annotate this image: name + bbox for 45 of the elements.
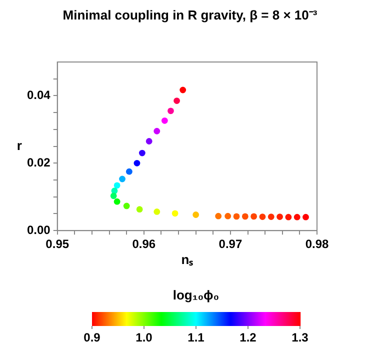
point — [138, 150, 146, 156]
y-tick-label: 0.00 — [26, 222, 51, 237]
point — [126, 168, 132, 175]
y-tick-label: 0.02 — [26, 155, 51, 170]
point — [224, 212, 232, 220]
point — [168, 108, 174, 114]
point — [302, 214, 309, 220]
color-bar-label: 1.3 — [292, 330, 309, 344]
y-axis-title: r — [16, 138, 22, 153]
point — [174, 98, 180, 104]
color-bar-label: 0.9 — [84, 330, 101, 344]
point — [123, 202, 130, 210]
point — [180, 86, 186, 94]
point — [114, 198, 120, 205]
point — [134, 160, 140, 166]
point — [154, 128, 160, 134]
point — [242, 213, 248, 220]
point — [285, 214, 292, 220]
point — [250, 213, 258, 220]
point — [268, 214, 274, 220]
point — [276, 214, 283, 220]
point — [161, 117, 168, 124]
x-axis-title: nₛ — [181, 252, 194, 268]
color-bar-title: log₁₀ϕ₀ — [172, 288, 220, 303]
color-bar-label: 1.1 — [188, 330, 205, 344]
point — [136, 206, 143, 213]
color-bar-label: 1.2 — [240, 330, 257, 344]
y-tick-label: 0.04 — [26, 88, 51, 102]
chart-title: Minimal coupling in R gravity, β = 8 × 10⁻³ — [62, 8, 318, 23]
point — [172, 210, 178, 217]
point — [154, 208, 160, 215]
x-tick-label: 0.98 — [305, 237, 329, 252]
point — [110, 192, 117, 200]
point — [233, 213, 240, 220]
x-tick-label: 0.95 — [46, 237, 70, 252]
point — [294, 214, 300, 220]
point — [192, 212, 200, 218]
x-tick-label: 0.96 — [132, 237, 156, 252]
point — [114, 182, 120, 189]
point — [119, 176, 126, 182]
point — [146, 138, 152, 144]
color-bar-label: 1.0 — [136, 330, 153, 344]
x-tick-label: 0.97 — [218, 237, 242, 252]
point — [215, 212, 222, 220]
point — [259, 214, 266, 220]
